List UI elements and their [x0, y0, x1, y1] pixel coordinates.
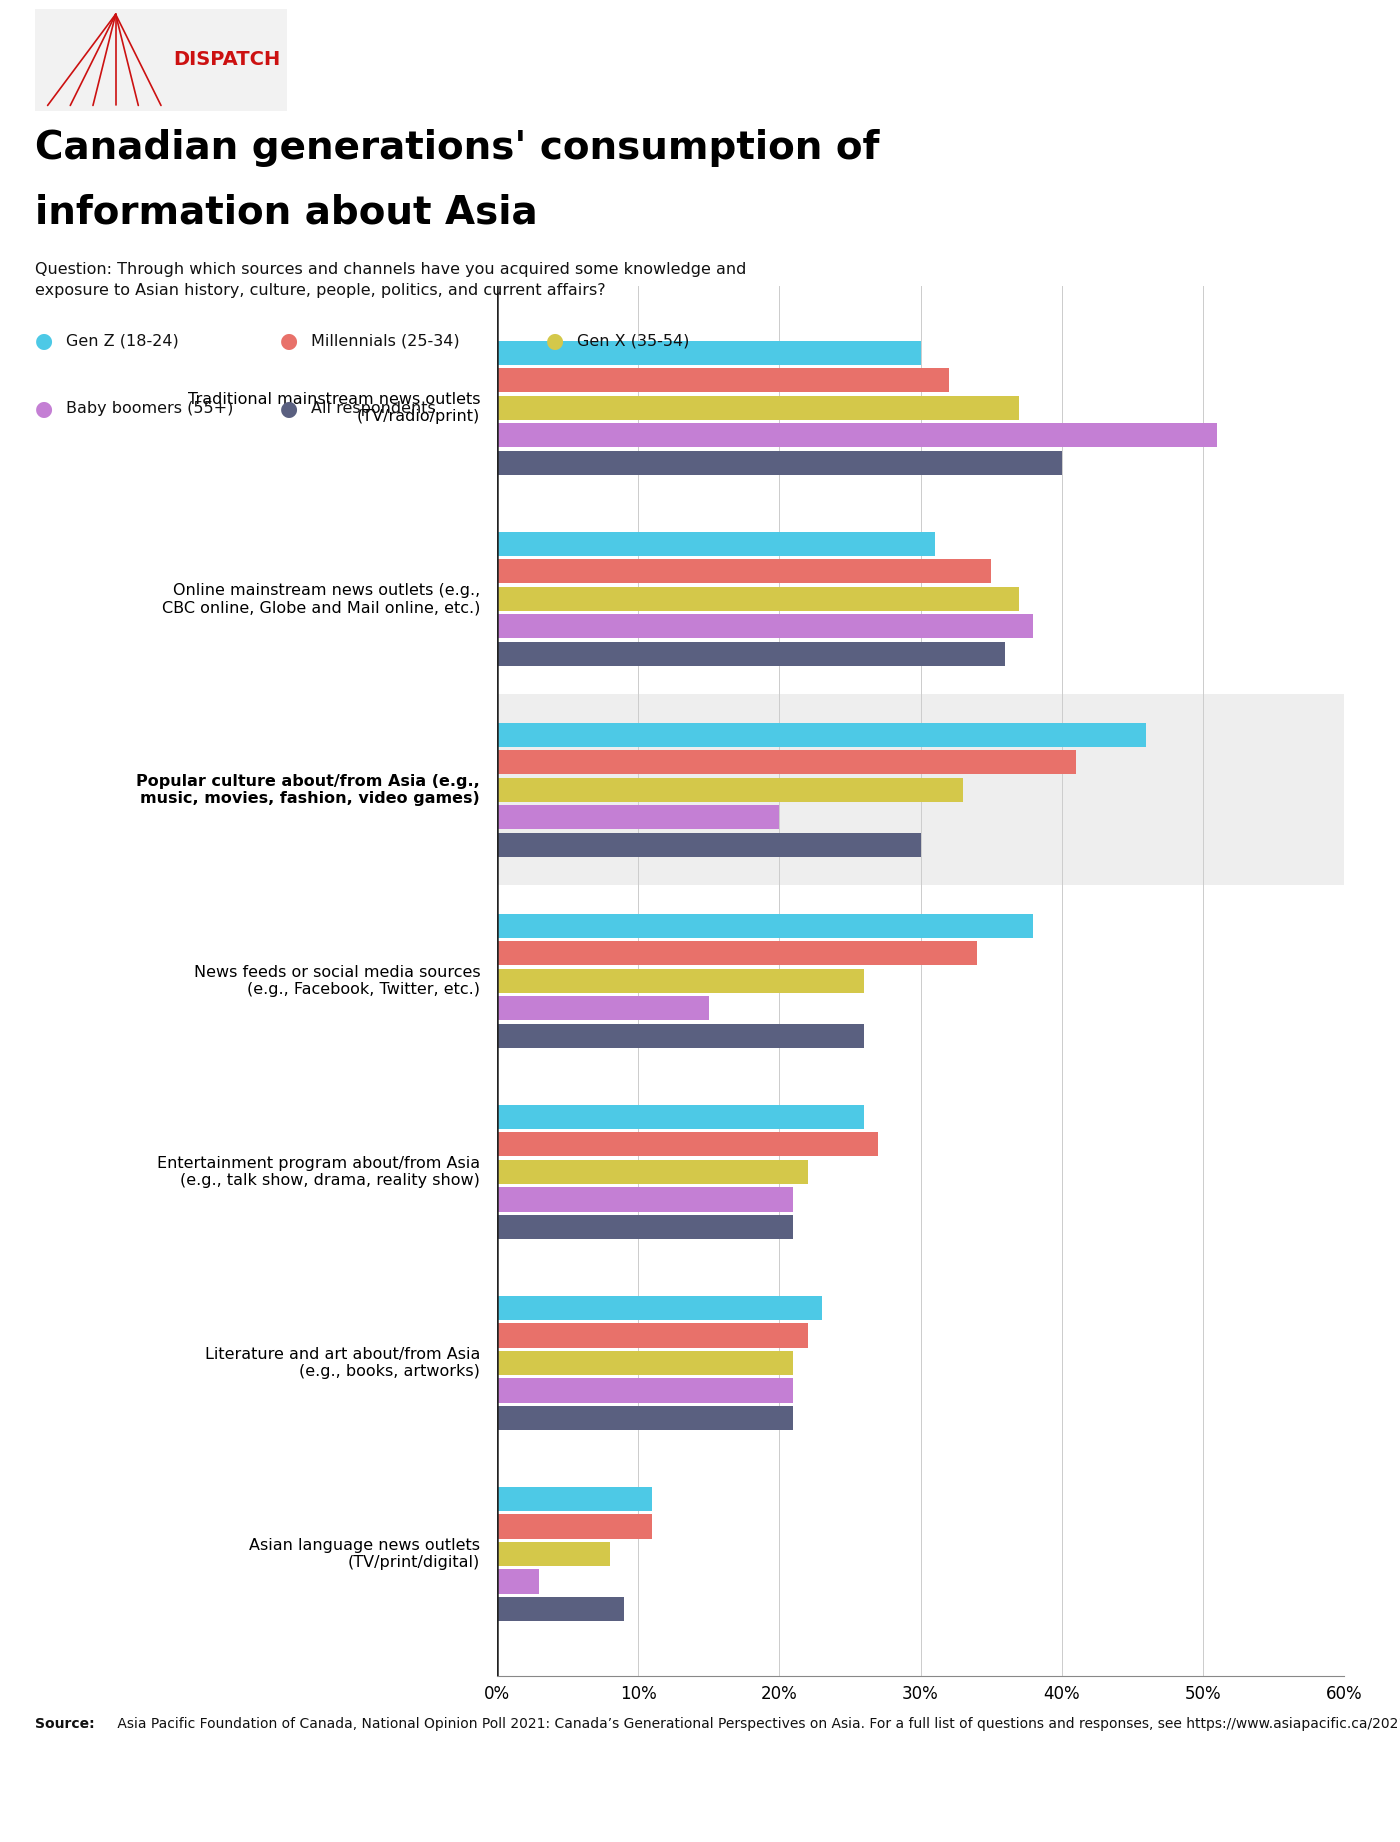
- Bar: [497, 1378, 794, 1402]
- Bar: [497, 1405, 794, 1429]
- Text: Popular culture about/from Asia (e.g.,
music, movies, fashion, video games): Popular culture about/from Asia (e.g., m…: [136, 774, 480, 807]
- Bar: [497, 1024, 864, 1048]
- Text: ●: ●: [280, 400, 298, 418]
- Text: DISPATCH: DISPATCH: [174, 50, 281, 70]
- Bar: [497, 694, 1344, 886]
- Bar: [497, 641, 1005, 667]
- Bar: [497, 368, 949, 392]
- Bar: [497, 1160, 808, 1184]
- Text: ●: ●: [280, 332, 298, 350]
- Bar: [497, 1216, 794, 1240]
- Bar: [497, 969, 864, 993]
- Text: Gen X (35-54): Gen X (35-54): [577, 333, 689, 348]
- Bar: [497, 914, 1033, 938]
- Bar: [497, 722, 1147, 746]
- FancyBboxPatch shape: [35, 9, 287, 111]
- Bar: [497, 1350, 794, 1374]
- Bar: [497, 1569, 539, 1593]
- Text: Canadian generations' consumption of: Canadian generations' consumption of: [35, 129, 879, 168]
- Bar: [497, 341, 921, 365]
- Bar: [497, 532, 935, 556]
- Bar: [497, 941, 977, 965]
- Bar: [497, 1597, 624, 1621]
- Text: Millennials (25-34): Millennials (25-34): [311, 333, 459, 348]
- Bar: [497, 1486, 652, 1510]
- Text: Question: Through which sources and channels have you acquired some knowledge an: Question: Through which sources and chan…: [35, 262, 746, 298]
- Text: ●: ●: [546, 332, 564, 350]
- Text: Entertainment program about/from Asia
(e.g., talk show, drama, reality show): Entertainment program about/from Asia (e…: [157, 1155, 480, 1188]
- Text: Asian language news outlets
(TV/print/digital): Asian language news outlets (TV/print/di…: [249, 1538, 480, 1569]
- Text: Source:: Source:: [35, 1717, 95, 1731]
- Bar: [497, 1105, 864, 1129]
- Bar: [497, 777, 963, 801]
- Bar: [497, 451, 1061, 475]
- Text: News feeds or social media sources
(e.g., Facebook, Twitter, etc.): News feeds or social media sources (e.g.…: [193, 965, 480, 997]
- Bar: [497, 396, 1019, 420]
- Bar: [497, 560, 991, 584]
- Bar: [497, 833, 921, 857]
- Text: Gen Z (18-24): Gen Z (18-24): [66, 333, 179, 348]
- Bar: [497, 1323, 808, 1348]
- Bar: [497, 588, 1019, 612]
- Text: Asia Pacific Foundation of Canada, National Opinion Poll 2021: Canada’s Generati: Asia Pacific Foundation of Canada, Natio…: [113, 1717, 1400, 1731]
- Bar: [497, 1133, 878, 1157]
- Text: ●: ●: [35, 332, 53, 350]
- Text: Traditional mainstream news outlets
(TV/radio/print): Traditional mainstream news outlets (TV/…: [188, 392, 480, 424]
- Text: ●: ●: [35, 400, 53, 418]
- Text: Literature and art about/from Asia
(e.g., books, artworks): Literature and art about/from Asia (e.g.…: [204, 1347, 480, 1380]
- Bar: [497, 1542, 610, 1566]
- Bar: [497, 1295, 822, 1321]
- Bar: [497, 424, 1217, 448]
- Bar: [497, 750, 1075, 774]
- Bar: [497, 613, 1033, 639]
- Bar: [497, 805, 780, 829]
- Bar: [497, 1514, 652, 1538]
- Text: Online mainstream news outlets (e.g.,
CBC online, Globe and Mail online, etc.): Online mainstream news outlets (e.g., CB…: [162, 582, 480, 615]
- Text: Baby boomers (55+): Baby boomers (55+): [66, 402, 234, 416]
- Bar: [497, 997, 708, 1020]
- Bar: [497, 1188, 794, 1212]
- Text: information about Asia: information about Asia: [35, 193, 538, 232]
- Text: All respondents: All respondents: [311, 402, 435, 416]
